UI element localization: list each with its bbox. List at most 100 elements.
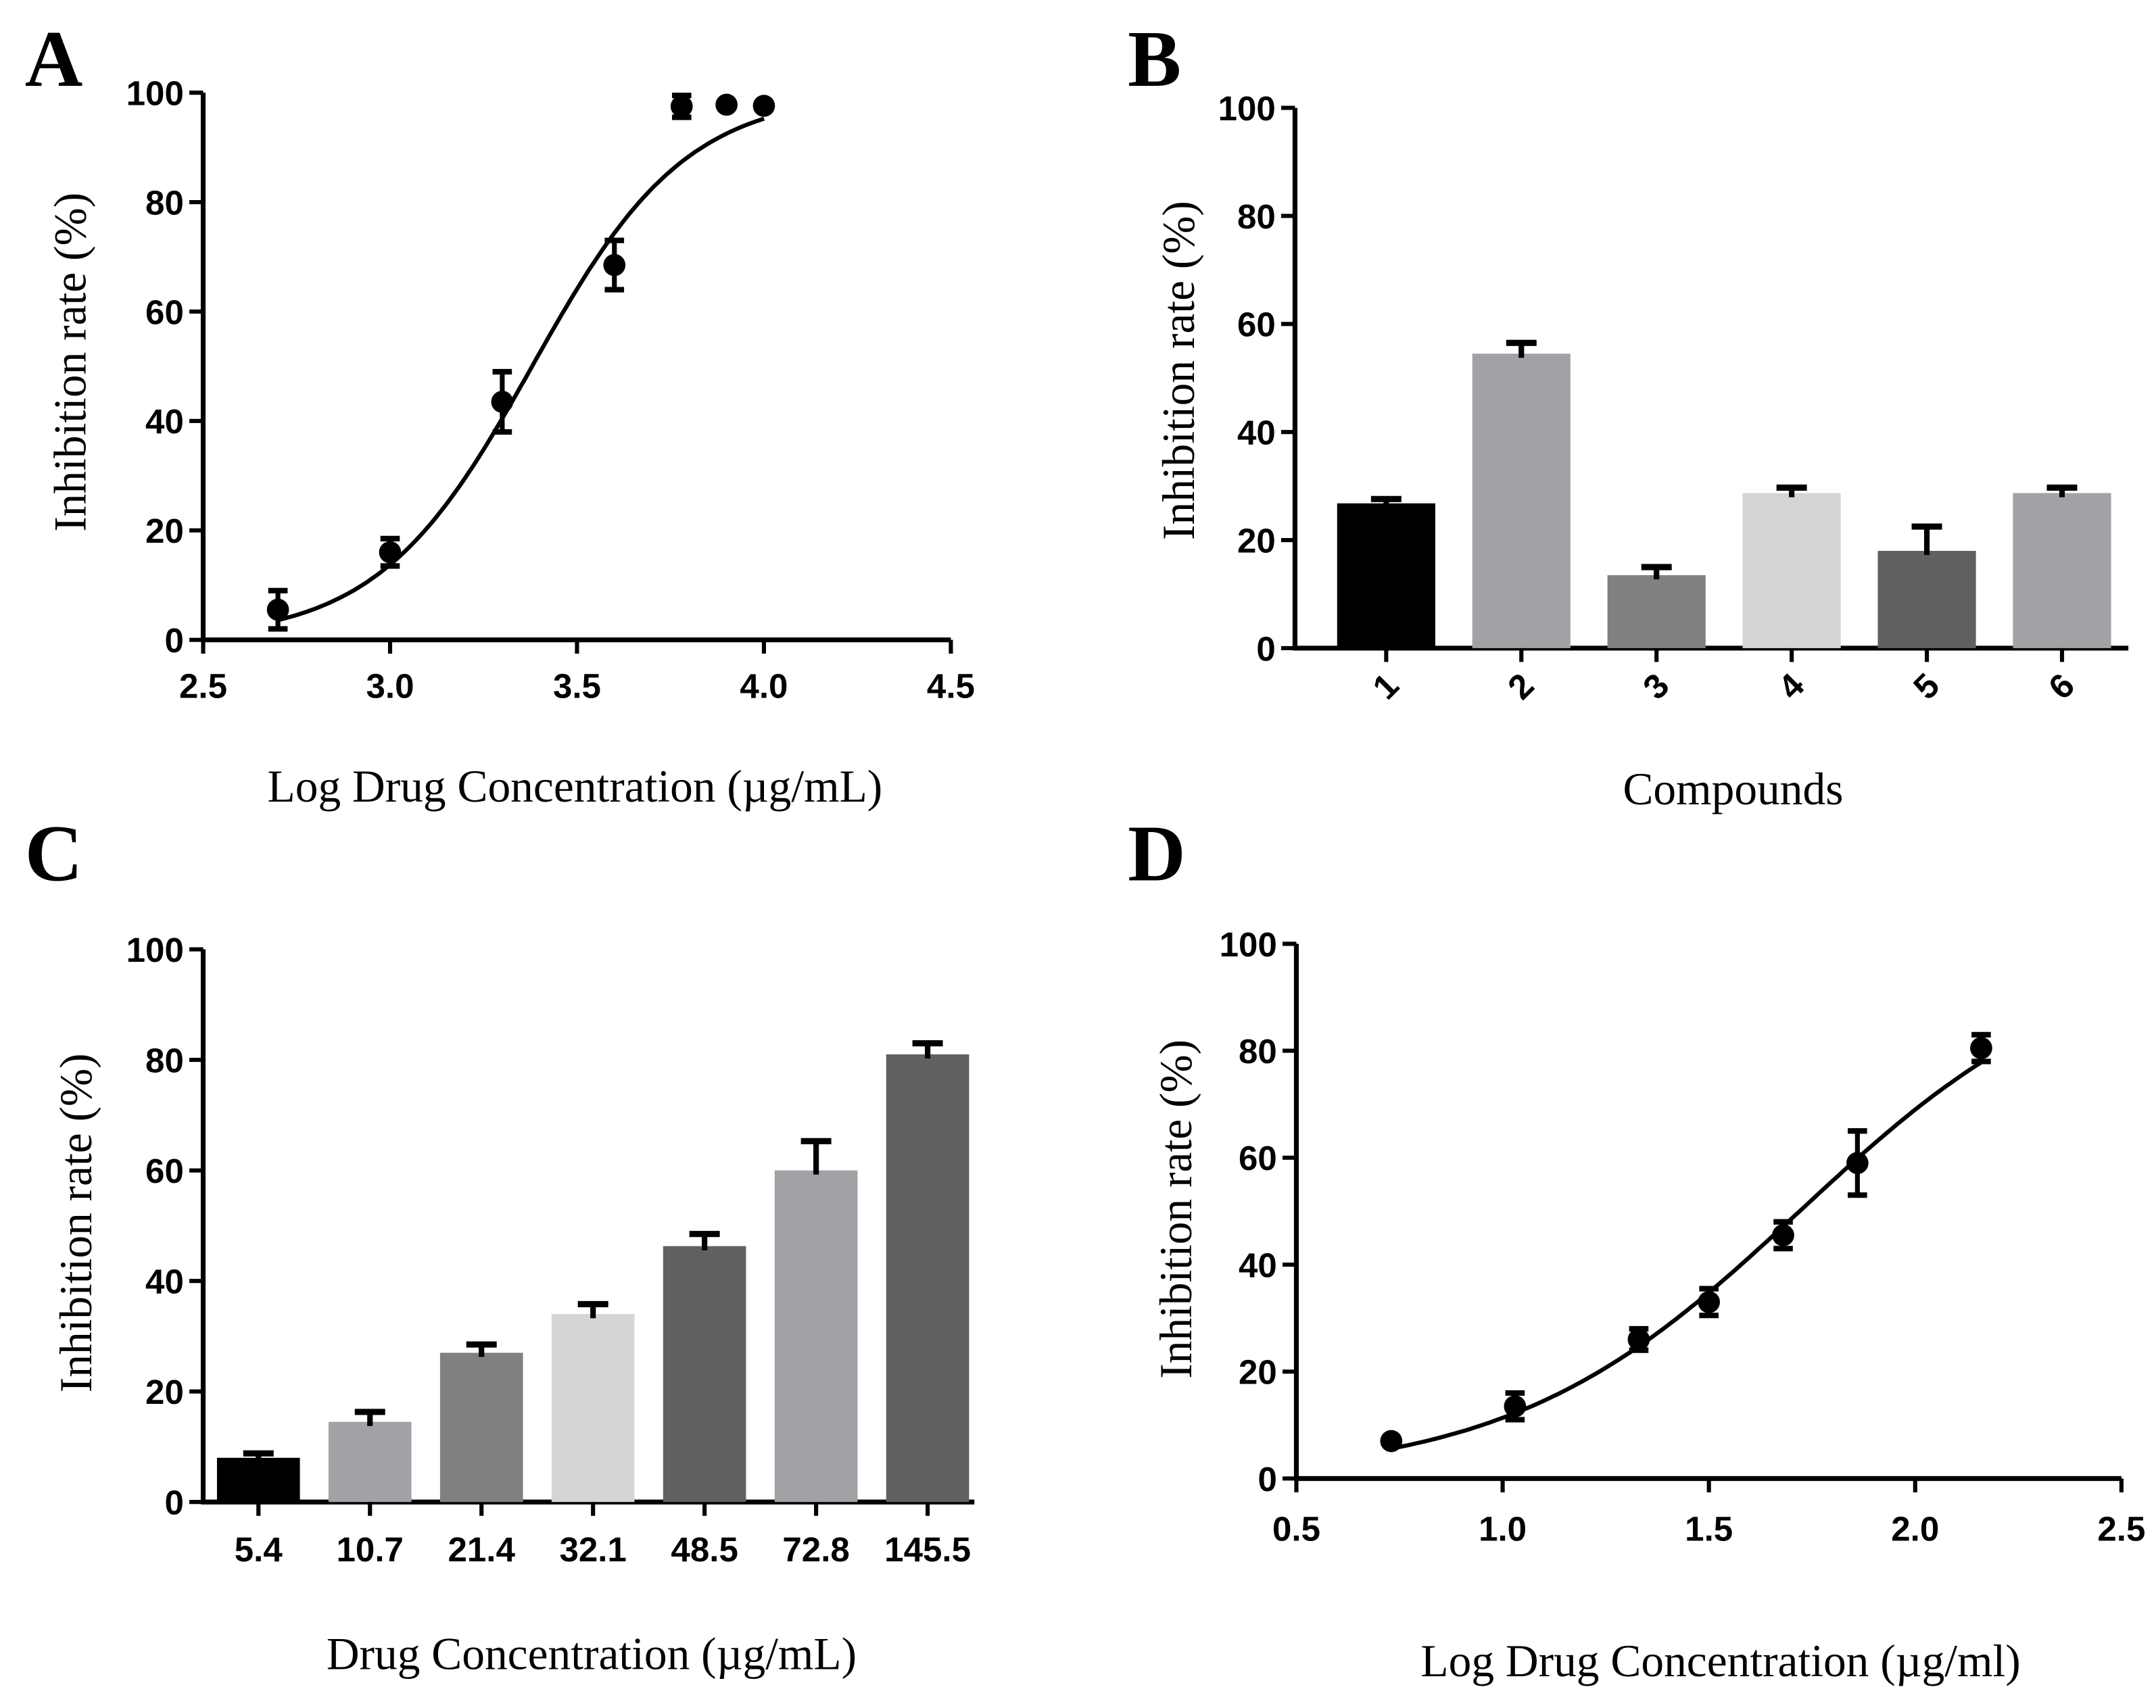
y-axis-label: Inhibition rate (%) xyxy=(1153,201,1204,540)
data-point xyxy=(670,95,693,118)
y-tick-label: 60 xyxy=(145,293,184,331)
error-bar xyxy=(1911,523,1942,556)
error-bar xyxy=(243,1450,274,1462)
y-tick-label: 0 xyxy=(164,1484,183,1522)
bar xyxy=(1877,551,1976,648)
bar xyxy=(328,1421,412,1503)
x-tick-label: 4.0 xyxy=(740,667,788,706)
data-point xyxy=(1380,1430,1403,1453)
x-tick-label: 2.5 xyxy=(179,667,227,706)
data-point xyxy=(266,598,289,621)
x-axis-label: Compounds xyxy=(1623,764,1843,814)
y-tick-label: 40 xyxy=(1237,414,1276,452)
x-tick-label: 5.4 xyxy=(235,1530,283,1569)
y-tick-label: 0 xyxy=(1257,1460,1276,1498)
y-tick-label: 60 xyxy=(1237,306,1276,344)
x-tick-label: 10.7 xyxy=(337,1530,404,1569)
data-point xyxy=(379,541,402,564)
y-tick-label: 20 xyxy=(145,1373,184,1411)
bar xyxy=(2013,493,2111,648)
bar xyxy=(663,1246,746,1503)
data-point xyxy=(1970,1037,1992,1059)
y-tick-label: 20 xyxy=(1237,521,1276,560)
x-tick-label: 32.1 xyxy=(559,1530,626,1569)
x-tick-label: 0.5 xyxy=(1272,1509,1320,1548)
y-axis-label: Inhibition rate (%) xyxy=(45,193,96,532)
data-point xyxy=(491,391,514,413)
bar xyxy=(1472,353,1571,648)
error-bar xyxy=(2046,484,2078,497)
x-tick-label: 1.5 xyxy=(1685,1509,1733,1548)
x-tick-label: 4.5 xyxy=(927,667,975,706)
x-tick-label: 145.5 xyxy=(884,1530,971,1569)
panel-letter: D xyxy=(1128,808,1186,898)
y-tick-label: 60 xyxy=(1239,1139,1277,1177)
y-tick-label: 80 xyxy=(145,1041,184,1079)
y-tick-label: 80 xyxy=(145,183,184,222)
y-tick-label: 40 xyxy=(1239,1246,1277,1284)
y-tick-label: 100 xyxy=(1218,89,1276,128)
x-axis-label: Log Drug Concentration (µg/ml) xyxy=(1420,1636,2020,1686)
x-tick-label: 21.4 xyxy=(448,1530,515,1569)
y-tick-label: 0 xyxy=(164,621,183,660)
x-tick-label: 3.5 xyxy=(553,667,601,706)
data-point xyxy=(603,253,626,276)
error-bar xyxy=(689,1231,720,1250)
x-tick-label: 48.5 xyxy=(671,1530,738,1569)
y-tick-label: 100 xyxy=(126,74,184,113)
y-tick-label: 0 xyxy=(1256,629,1275,668)
data-point xyxy=(1504,1395,1527,1418)
error-bar xyxy=(912,1040,943,1059)
fit-curve xyxy=(277,116,765,623)
error-bar xyxy=(1506,339,1537,358)
error-bar xyxy=(1641,564,1672,580)
data-point xyxy=(1698,1291,1721,1313)
x-tick-label: 1.0 xyxy=(1479,1509,1527,1548)
panel-A: A 0 20 40 60 80 100 Inhibition rate (%) Log Drug… xyxy=(25,14,975,812)
bar xyxy=(439,1352,523,1503)
x-tick-label: 2.5 xyxy=(2097,1509,2145,1548)
x-tick-label: 72.8 xyxy=(782,1530,849,1569)
bar xyxy=(1337,503,1435,648)
panel-letter: A xyxy=(25,14,83,103)
y-tick-label: 20 xyxy=(1239,1353,1277,1392)
x-axis-label: Drug Concentration (µg/mL) xyxy=(327,1629,857,1680)
error-bar xyxy=(1370,495,1402,508)
panel-C: C 0 20 40 60 80 100 Inhibition rate (%) Drug Con… xyxy=(25,808,975,1680)
y-axis-label: Inhibition rate (%) xyxy=(51,1053,101,1392)
error-bar xyxy=(800,1138,832,1175)
data-point xyxy=(1846,1152,1869,1175)
fit-curve xyxy=(1391,1060,1983,1451)
y-tick-label: 60 xyxy=(145,1152,184,1190)
y-tick-label: 20 xyxy=(145,512,184,550)
bar xyxy=(774,1170,858,1503)
data-point xyxy=(1772,1224,1794,1246)
y-axis-label: Inhibition rate (%) xyxy=(1151,1040,1201,1379)
bar xyxy=(216,1457,300,1503)
y-tick-label: 40 xyxy=(145,402,184,441)
x-tick-label: 2.0 xyxy=(1891,1509,1939,1548)
error-bar xyxy=(466,1341,497,1357)
data-point xyxy=(752,95,775,117)
error-bar xyxy=(1776,484,1807,497)
error-bar xyxy=(577,1300,608,1319)
y-tick-label: 80 xyxy=(1237,197,1276,236)
bar xyxy=(551,1314,635,1503)
y-tick-label: 100 xyxy=(1220,925,1277,964)
data-point xyxy=(715,93,738,116)
panel-letter: B xyxy=(1128,14,1181,103)
x-tick-label: 3.0 xyxy=(366,667,414,706)
panel-D: D 0 20 40 60 80 100 Inhibition rate (%) Log Drug… xyxy=(1128,808,2145,1686)
x-axis-label: Log Drug Concentration (µg/mL) xyxy=(268,761,883,812)
bar xyxy=(1607,575,1706,648)
y-tick-label: 40 xyxy=(145,1263,184,1301)
bar xyxy=(886,1054,969,1503)
bar xyxy=(1742,493,1841,648)
y-tick-label: 80 xyxy=(1239,1032,1277,1071)
data-point xyxy=(1627,1328,1650,1351)
panel-B: B 0 20 40 60 80 100 Inhibition rate (%) Compound… xyxy=(1128,14,2129,814)
y-tick-label: 100 xyxy=(126,931,184,969)
panel-letter: C xyxy=(25,808,83,898)
